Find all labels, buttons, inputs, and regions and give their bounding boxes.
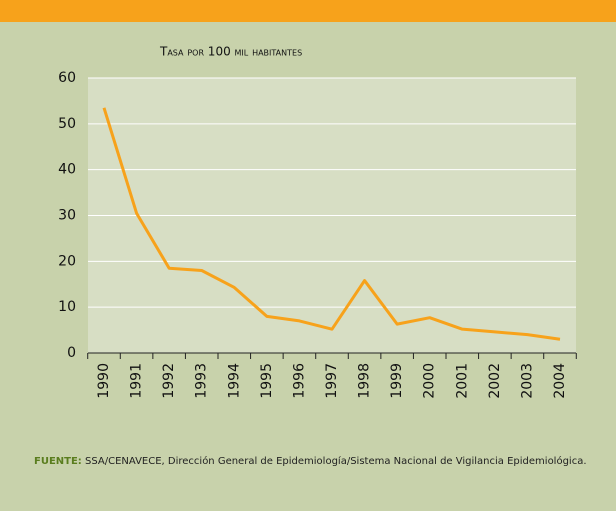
x-tick-label: 1996: [291, 363, 307, 399]
x-tick-label: 1994: [226, 363, 242, 399]
y-tick-label: 0: [67, 345, 76, 361]
x-tick-label: 2002: [487, 363, 503, 399]
x-tick-label: 2003: [519, 363, 535, 399]
x-tick-label: 1999: [389, 363, 405, 399]
chart-title: Tasa por 100 mil habitantes: [159, 45, 302, 59]
x-tick-label: 1997: [324, 363, 340, 399]
x-tick-label: 1992: [161, 363, 177, 399]
y-tick-label: 20: [58, 253, 76, 269]
x-tick-label: 2001: [454, 363, 470, 399]
header-bar: [0, 0, 616, 22]
x-tick-label: 1998: [357, 363, 373, 399]
source: FUENTE: SSA/CENAVECE, Dirección General …: [34, 455, 616, 468]
x-tick-label: 1993: [194, 363, 210, 399]
y-tick-label: 40: [58, 162, 76, 178]
x-tick-label: 1990: [96, 363, 112, 399]
y-tick-label: 50: [58, 116, 76, 132]
x-tick-label: 1995: [259, 363, 275, 399]
y-tick-label: 60: [58, 70, 76, 86]
y-tick-label: 10: [58, 299, 76, 315]
source-text: SSA/CENAVECE, Dirección General de Epide…: [85, 456, 587, 467]
y-tick-label: 30: [58, 208, 76, 224]
source-label: FUENTE:: [34, 456, 82, 467]
x-tick-label: 2004: [552, 363, 568, 399]
data-line: [102, 107, 561, 341]
x-tick-label: 2000: [422, 363, 438, 399]
x-tick-label: 1991: [129, 363, 145, 399]
